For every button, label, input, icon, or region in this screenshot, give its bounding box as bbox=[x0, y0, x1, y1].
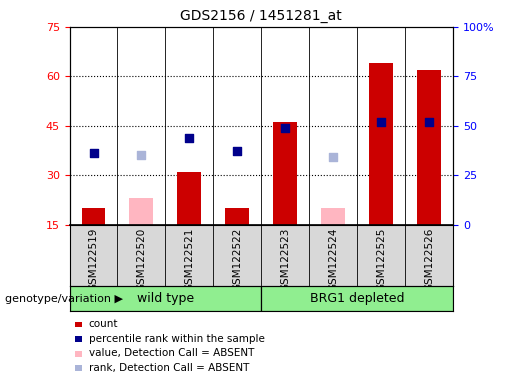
Text: GSM122526: GSM122526 bbox=[424, 228, 434, 291]
Text: GSM122520: GSM122520 bbox=[136, 228, 146, 291]
Bar bbox=[70, 286, 261, 311]
Title: GDS2156 / 1451281_at: GDS2156 / 1451281_at bbox=[180, 9, 342, 23]
Point bbox=[233, 148, 242, 154]
Text: wild type: wild type bbox=[137, 292, 194, 305]
Text: GSM122522: GSM122522 bbox=[232, 228, 243, 291]
Text: value, Detection Call = ABSENT: value, Detection Call = ABSENT bbox=[89, 348, 254, 358]
Point bbox=[138, 152, 146, 159]
Bar bbox=[226, 208, 249, 225]
Text: genotype/variation ▶: genotype/variation ▶ bbox=[5, 293, 123, 304]
Text: GSM122523: GSM122523 bbox=[280, 228, 290, 291]
Point bbox=[377, 119, 385, 125]
Point bbox=[281, 125, 289, 131]
Text: count: count bbox=[89, 319, 118, 329]
Point bbox=[425, 119, 433, 125]
Bar bbox=[417, 70, 441, 225]
Bar bbox=[369, 63, 393, 225]
Point bbox=[185, 134, 194, 141]
Bar bbox=[81, 208, 106, 225]
Bar bbox=[178, 172, 201, 225]
Text: GSM122525: GSM122525 bbox=[376, 228, 386, 291]
Point bbox=[329, 154, 337, 161]
Bar bbox=[321, 208, 345, 225]
Text: percentile rank within the sample: percentile rank within the sample bbox=[89, 334, 265, 344]
Point bbox=[90, 151, 98, 157]
Bar bbox=[129, 198, 153, 225]
Bar bbox=[261, 286, 453, 311]
Text: GSM122519: GSM122519 bbox=[89, 228, 98, 291]
Text: rank, Detection Call = ABSENT: rank, Detection Call = ABSENT bbox=[89, 363, 249, 373]
Text: GSM122524: GSM122524 bbox=[328, 228, 338, 291]
Text: GSM122521: GSM122521 bbox=[184, 228, 195, 291]
Text: BRG1 depleted: BRG1 depleted bbox=[310, 292, 404, 305]
Bar bbox=[273, 122, 297, 225]
